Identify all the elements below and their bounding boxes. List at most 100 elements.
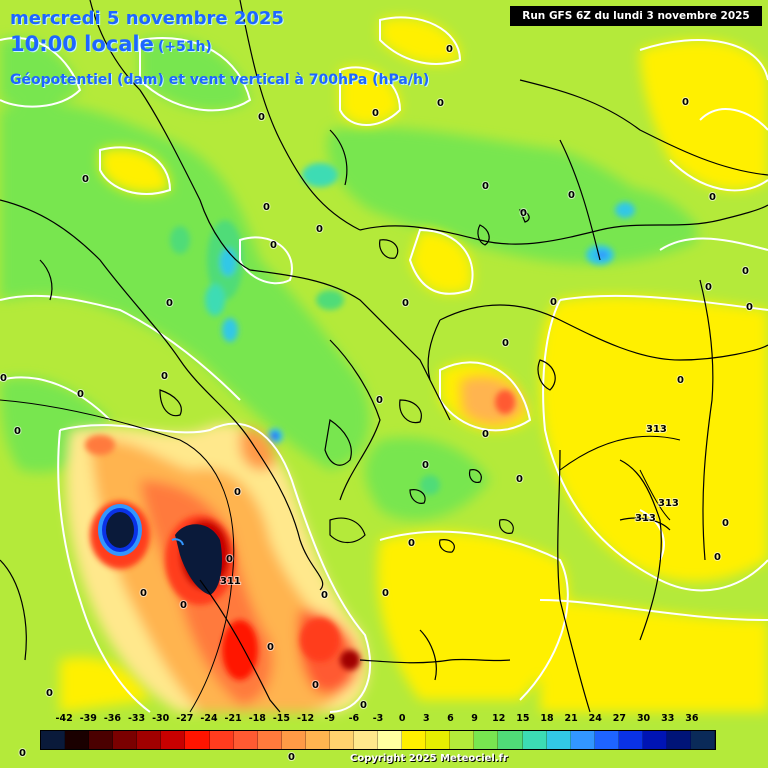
legend-swatch (498, 731, 523, 749)
legend-tick-label: -27 (176, 713, 194, 724)
legend-swatch (667, 731, 692, 749)
legend-tick-label: 30 (636, 713, 651, 724)
legend-tick-label: 9 (471, 713, 478, 724)
copyright-text: Copyright 2025 Meteociel.fr (350, 753, 508, 764)
legend-swatch (65, 731, 90, 749)
legend-tick-label: -39 (79, 713, 97, 724)
contour-label: 0 (408, 538, 415, 549)
contour-label: 0 (382, 588, 389, 599)
legend-swatch (474, 731, 499, 749)
legend-tick-label: -15 (272, 713, 290, 724)
legend-swatch (185, 731, 210, 749)
legend-swatch (233, 731, 258, 749)
run-info-badge: Run GFS 6Z du lundi 3 novembre 2025 (510, 6, 762, 26)
contour-label: 0 (288, 752, 295, 763)
zero-contours (0, 16, 768, 713)
contour-label: 0 (677, 375, 684, 386)
contour-label: 0 (46, 688, 53, 699)
legend-tick-labels: -42 -39 -36 -33 -30 -27 -24 -21 -18 -15 -12 -9 -6 -3 0… (0, 713, 768, 727)
legend-tick-label: -9 (324, 713, 335, 724)
legend-tick-label: -36 (103, 713, 121, 724)
contour-label: 0 (360, 700, 367, 711)
legend-tick-label: 15 (516, 713, 530, 724)
contour-label: 0 (180, 600, 187, 611)
coastlines (0, 0, 768, 713)
legend-swatch (137, 731, 162, 749)
contour-label: 0 (161, 371, 168, 382)
legend-tick-label: -12 (296, 713, 315, 724)
green-zones (0, 38, 700, 520)
legend-tick-label: -30 (152, 713, 170, 724)
contour-label: 0 (376, 395, 383, 406)
legend-tick-label: -21 (224, 713, 242, 724)
local-time: 10:00 locale (10, 32, 154, 56)
legend-swatch (426, 731, 451, 749)
legend-tick-label: 3 (422, 713, 430, 724)
core-cells (98, 504, 222, 595)
contour-label: 0 (267, 642, 274, 653)
contour-label: 0 (550, 297, 557, 308)
contour-label: 0 (226, 554, 233, 565)
legend-tick-label: 6 (447, 713, 454, 724)
contour-label: 0 (516, 474, 523, 485)
legend-swatch (113, 731, 138, 749)
contour-label: 0 (258, 112, 265, 123)
contour-label: 0 (482, 429, 489, 440)
map-parameter-title: Géopotentiel (dam) et vent vertical à 70… (10, 72, 430, 88)
contour-label: 313 (646, 424, 667, 435)
contour-label: 0 (321, 590, 328, 601)
contour-label: 0 (722, 518, 729, 529)
legend-tick-label: 24 (588, 713, 602, 724)
legend-tick-label: -33 (127, 713, 146, 724)
legend-swatch (329, 731, 355, 749)
geopotential-contours (0, 399, 681, 713)
contour-label: 0 (140, 588, 147, 599)
ascent-zones (170, 163, 635, 495)
contour-label: 0 (714, 552, 721, 563)
legend-swatch (594, 731, 619, 749)
legend-swatch (618, 731, 643, 749)
legend-tick-label: 18 (540, 713, 554, 724)
contour-label: 0 (312, 680, 319, 691)
legend-swatch (450, 731, 475, 749)
legend-tick-label: -3 (372, 713, 384, 724)
contour-label: 0 (742, 266, 749, 277)
legend-swatch (89, 731, 114, 749)
legend-swatch (161, 731, 186, 749)
legend-swatch (691, 731, 716, 749)
legend-tick-label: -42 (55, 713, 73, 724)
legend-swatch (642, 731, 668, 749)
legend-swatch (522, 731, 547, 749)
contour-label: 0 (82, 174, 89, 185)
legend-swatch (570, 731, 595, 749)
legend-swatch (305, 731, 330, 749)
legend-tick-label: 21 (564, 713, 578, 724)
contour-label: 0 (709, 192, 716, 203)
legend-tick-label: 36 (685, 713, 699, 724)
map-date-title: mercredi 5 novembre 2025 (10, 8, 284, 29)
contour-label: 0 (77, 389, 84, 400)
legend-swatch (354, 731, 379, 749)
legend-tick-label: 33 (661, 713, 675, 724)
contour-label: 0 (446, 44, 453, 55)
contour-label: 313 (658, 498, 679, 509)
legend-swatch (281, 731, 306, 749)
contour-label: 0 (166, 298, 173, 309)
contour-label: 0 (502, 338, 509, 349)
contour-label: 0 (19, 748, 26, 759)
legend-tick-label: 27 (612, 713, 627, 724)
contour-label: 0 (402, 298, 409, 309)
contour-value-labels: 0 0 0 0 0 0 0 0 0 0 0 0 0 0 0 0 0 0 0 0 … (0, 43, 754, 764)
legend-tick-label: -18 (248, 713, 266, 724)
contour-label: 0 (263, 202, 270, 213)
contour-label: 0 (437, 98, 444, 109)
contour-label: 0 (372, 108, 379, 119)
legend-tick-label: -6 (348, 713, 360, 724)
contour-label: 0 (746, 302, 753, 313)
contour-label: 0 (520, 208, 527, 219)
legend-swatch (378, 731, 403, 749)
contour-label: 0 (234, 487, 241, 498)
map-time-title: 10:00 locale (+51h) (10, 32, 212, 56)
